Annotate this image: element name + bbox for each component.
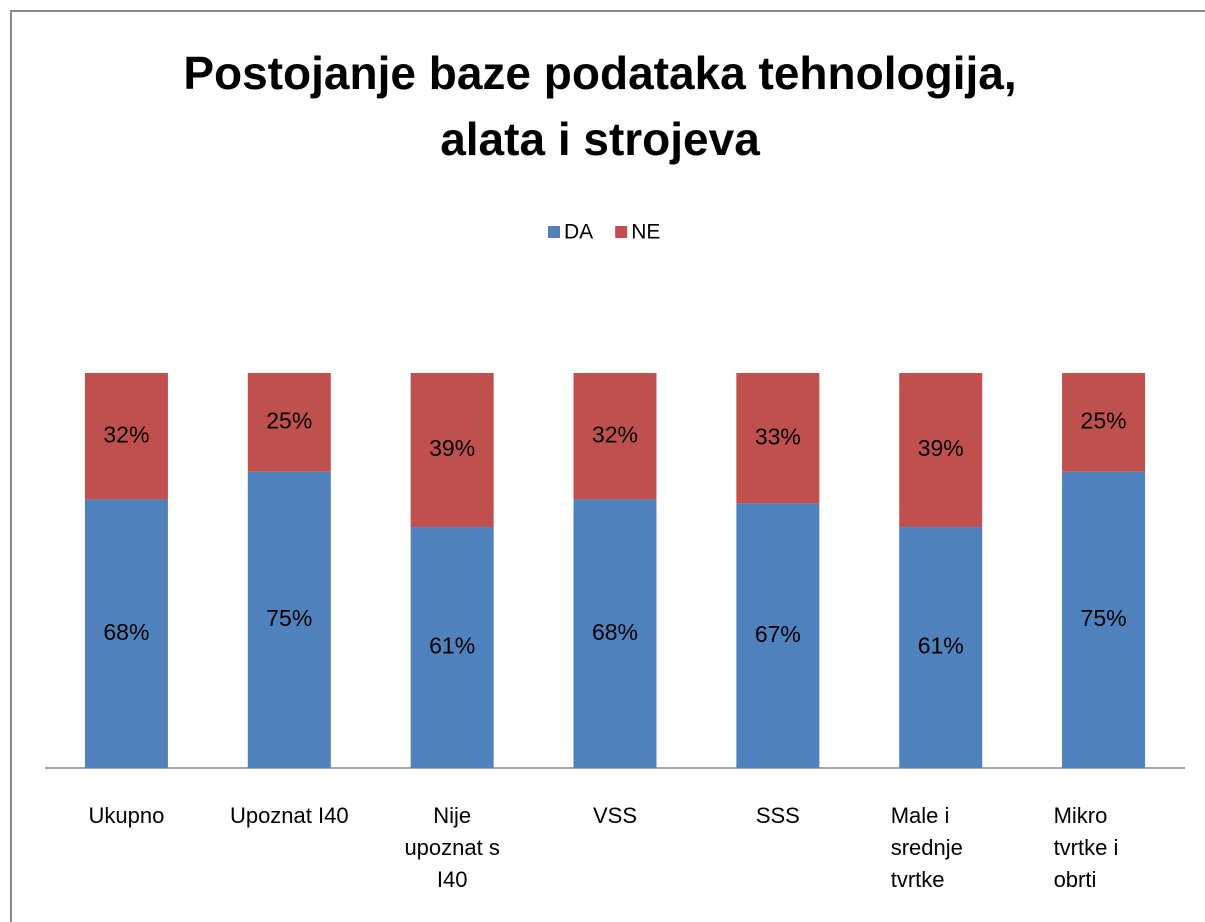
- bar-segment: [1062, 373, 1146, 472]
- bar-segment: [736, 503, 820, 768]
- x-tick-label: Upoznat I40: [229, 803, 349, 828]
- data-label: 75%: [266, 605, 312, 631]
- bar-segment: [247, 471, 331, 768]
- x-tick-label: SSS: [755, 803, 800, 828]
- data-label: 25%: [1081, 407, 1127, 433]
- data-label: 39%: [918, 435, 964, 461]
- bar-segment: [899, 527, 983, 768]
- bar-segment: [84, 373, 168, 500]
- legend-swatch: [548, 226, 560, 238]
- data-label: 68%: [103, 619, 149, 645]
- data-label: 25%: [266, 407, 312, 433]
- data-label: 32%: [103, 421, 149, 447]
- x-tick-label: Nije upoznat s I40: [404, 803, 500, 892]
- chart-title: Postojanje baze podataka tehnologija, al…: [183, 47, 1017, 165]
- data-label: 68%: [592, 619, 638, 645]
- legend-label: DA: [564, 221, 593, 244]
- bar-segment: [899, 373, 983, 528]
- bar-segment: [247, 373, 331, 472]
- frame: [10, 10, 1205, 922]
- legend-label: NE: [631, 221, 660, 244]
- bar-segment: [736, 373, 820, 504]
- bar-segment: [410, 527, 494, 768]
- legend-swatch: [615, 226, 628, 238]
- x-tick-label: VSS: [592, 803, 638, 828]
- data-label: 33%: [755, 423, 801, 449]
- bar-segment: [573, 373, 657, 500]
- x-tick-label: Ukupno: [88, 803, 165, 828]
- data-label: 39%: [429, 435, 475, 461]
- bar-segment: [410, 373, 494, 528]
- data-label: 32%: [592, 421, 638, 447]
- x-tick-label: Mikro tvrtke i obrti: [1053, 803, 1119, 892]
- x-tick-label: Male i srednje tvrtke: [890, 803, 963, 892]
- bar-segment: [84, 499, 168, 768]
- data-label: 61%: [429, 633, 475, 659]
- data-label: 61%: [918, 633, 964, 659]
- bar-segment: [573, 499, 657, 768]
- data-label: 75%: [1081, 605, 1127, 631]
- bar-segment: [1062, 471, 1146, 768]
- data-label: 67%: [755, 621, 801, 647]
